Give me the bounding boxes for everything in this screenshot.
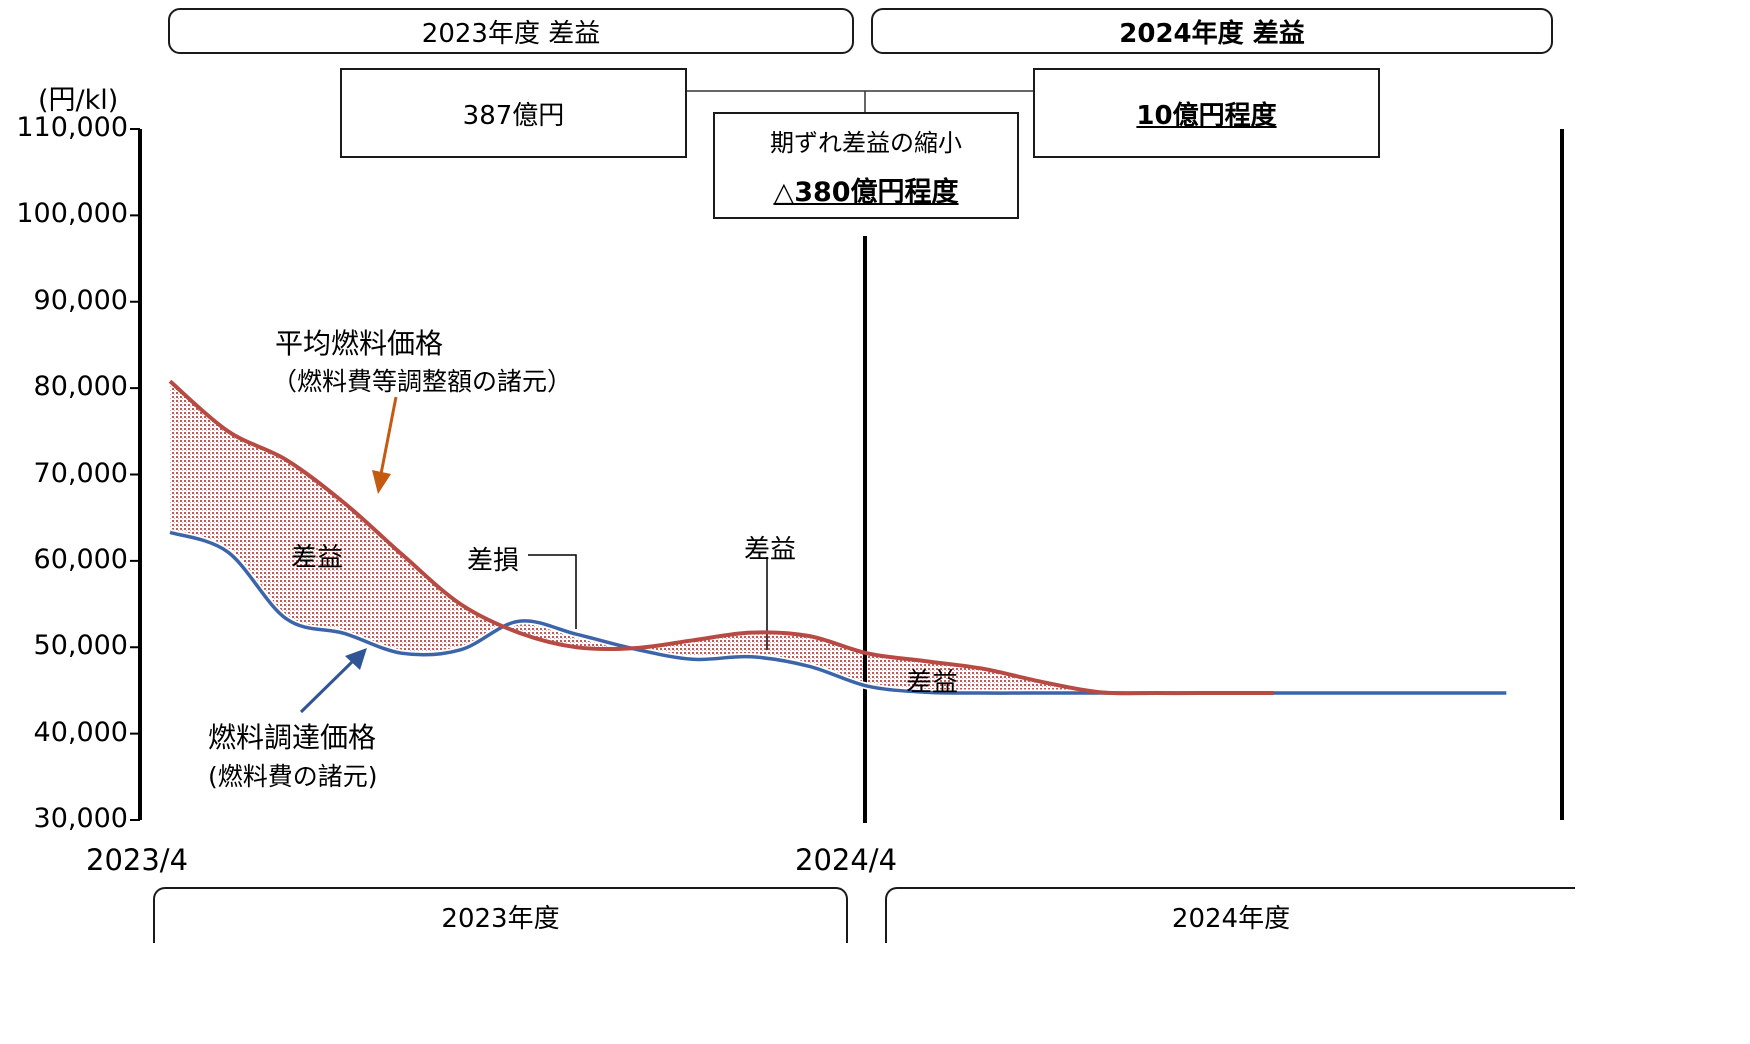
y-tick-label: 100,000 — [16, 198, 128, 230]
proc-price-line — [169, 530, 1507, 695]
y-tick-label: 40,000 — [33, 716, 128, 748]
y-tick-label: 80,000 — [33, 371, 128, 403]
y-tick-label: 60,000 — [33, 543, 128, 575]
fy2023-gain-value: 387億円 — [462, 100, 565, 131]
avg-price-arrow-head — [372, 470, 391, 494]
gain-label-2: 差益 — [744, 535, 797, 565]
fy2024-gain-header: 2024年度 差益 — [871, 8, 1553, 54]
proc-price-sublabel: (燃料費の諸元) — [208, 762, 378, 791]
avg-price-sublabel: （燃料費等調整額の諸元） — [272, 367, 573, 396]
gain-reduction-value: △380億円程度 — [773, 176, 959, 208]
fy2023-gain-header-label: 2023年度 差益 — [421, 18, 601, 49]
gain-label-1: 差益 — [291, 543, 344, 573]
fy2024-gain-value: 10億円程度 — [1136, 100, 1277, 131]
proc-price-arrow-shaft — [299, 659, 355, 714]
y-tick-label: 50,000 — [33, 630, 128, 662]
avg-price-arrow-shaft — [379, 396, 398, 475]
loss-label: 差損 — [467, 546, 520, 576]
fy2024-gain-header-label: 2024年度 差益 — [1119, 18, 1305, 49]
fy2023-gain-header: 2023年度 差益 — [168, 8, 854, 54]
fy2023-footer-label: 2023年度 — [441, 903, 560, 934]
gain-reduction-title: 期ずれ差益の縮小 — [770, 128, 962, 157]
fy2024-footer: 2024年度 — [885, 887, 1575, 943]
y-tick-label: 70,000 — [33, 457, 128, 489]
gain-label-3: 差益 — [906, 668, 959, 698]
loss-leader-line — [528, 554, 577, 629]
avg-price-line — [168, 379, 1274, 696]
x-tick-2024-4: 2024/4 — [795, 843, 898, 877]
y-axis-unit: (円/kl) — [38, 85, 119, 116]
x-tick-2023-4: 2023/4 — [86, 843, 189, 877]
fy2024-gain-value-box: 10億円程度 — [1033, 68, 1380, 158]
proc-price-label: 燃料調達価格 — [208, 721, 377, 754]
y-tick-label: 90,000 — [33, 284, 128, 316]
avg-price-label: 平均燃料価格 — [275, 327, 444, 360]
gain-reduction-box: 期ずれ差益の縮小 △380億円程度 — [713, 112, 1019, 219]
y-tick-label: 110,000 — [16, 112, 128, 143]
proc-price-arrow-head — [345, 648, 367, 670]
fy2023-footer: 2023年度 — [153, 887, 848, 943]
fy2023-gain-value-box: 387億円 — [340, 68, 687, 158]
fy2024-footer-label: 2024年度 — [1171, 903, 1291, 934]
y-tick-label: 30,000 — [33, 803, 128, 834]
gain-area-fill — [170, 381, 1274, 694]
